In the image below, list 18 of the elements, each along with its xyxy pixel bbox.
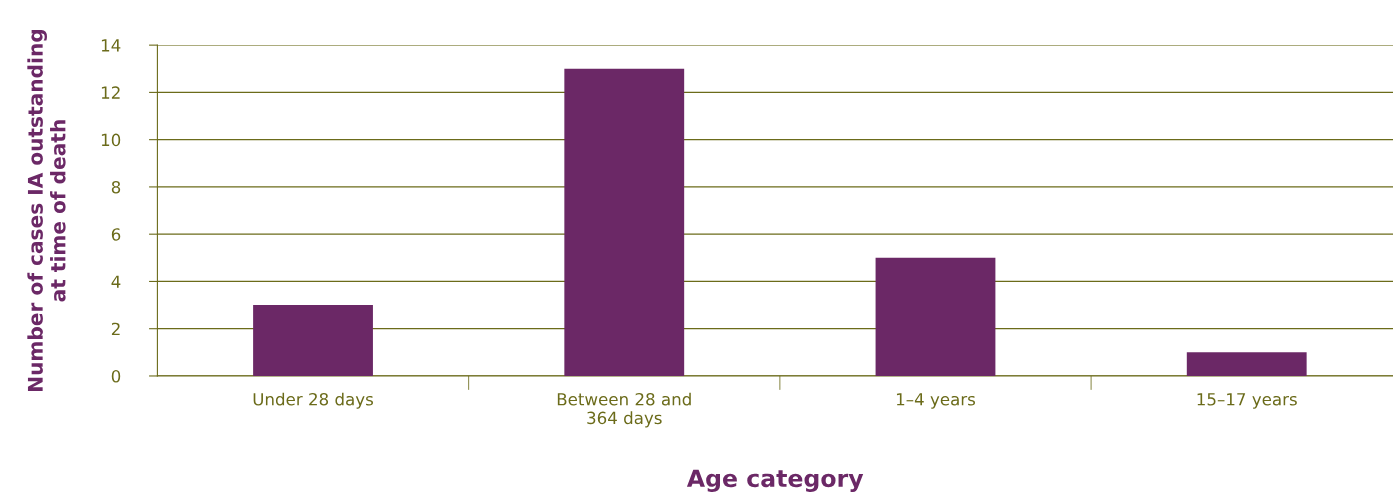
x-tick-label: 15–17 years xyxy=(1197,393,1297,409)
y-tick-label: 8 xyxy=(111,180,121,194)
x-axis-title: Age category xyxy=(686,469,864,492)
y-tick-label: 12 xyxy=(101,86,120,99)
y-axis-title: Number of cases IA outstanding at time of death xyxy=(27,30,66,391)
y-tick-label: 6 xyxy=(111,228,121,241)
y-tick-label: 2 xyxy=(111,322,120,336)
bar xyxy=(253,305,373,376)
y-tick-label: 4 xyxy=(111,275,121,288)
y-tick-label: 10 xyxy=(101,133,121,147)
y-tick-label: 0 xyxy=(111,369,121,383)
bar xyxy=(1186,352,1307,376)
y-tick-label: 14 xyxy=(101,39,121,52)
bar xyxy=(564,68,685,376)
x-tick-label: 1–4 years xyxy=(896,393,976,409)
bar xyxy=(875,257,996,376)
x-tick-label: Under 28 days xyxy=(253,392,374,409)
x-tick-label: Between 28 and 364 days xyxy=(557,392,691,428)
